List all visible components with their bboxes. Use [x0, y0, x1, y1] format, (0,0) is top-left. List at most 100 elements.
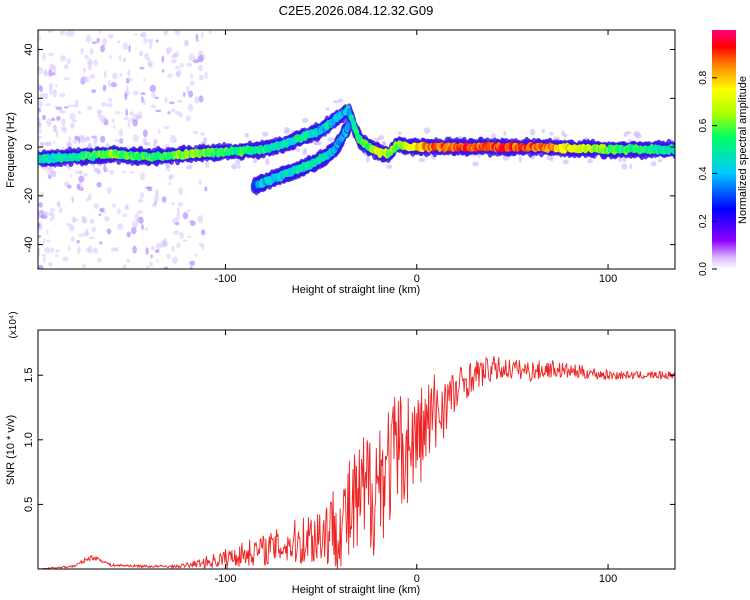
- noise-speck: [116, 208, 121, 215]
- noise-speck: [167, 111, 171, 115]
- noise-speck: [76, 183, 80, 190]
- x-tick-label: -100: [214, 573, 236, 585]
- noise-speck: [283, 126, 291, 133]
- noise-speck: [55, 130, 59, 138]
- noise-speck: [93, 138, 97, 147]
- noise-speck: [89, 48, 94, 56]
- spectrogram-ylabel: Frequency (Hz): [5, 112, 17, 188]
- x-tick-label: 0: [414, 273, 420, 285]
- noise-speck: [60, 55, 67, 62]
- noise-speck: [145, 247, 149, 256]
- noise-speck: [472, 161, 479, 167]
- snr-ylabel: SNR (10 * v/v): [5, 415, 17, 485]
- noise-speck: [138, 216, 144, 224]
- noise-speck: [49, 89, 53, 96]
- tone-point-1: [345, 121, 351, 131]
- noise-speck: [151, 203, 157, 208]
- noise-speck: [80, 47, 84, 55]
- noise-speck: [110, 81, 118, 88]
- y-tick-label: 0: [23, 144, 35, 150]
- spectrogram-panel: -100 0 100 -40 -20 0 20 40 Height of straight l…: [5, 29, 676, 296]
- noise-speck: [44, 247, 51, 254]
- noise-speck: [86, 105, 93, 111]
- noise-speck: [149, 41, 153, 50]
- noise-speck: [48, 52, 54, 57]
- noise-speck: [38, 137, 41, 141]
- noise-speck: [106, 103, 113, 108]
- noise-speck: [189, 80, 195, 86]
- noise-speck: [136, 210, 143, 215]
- noise-speck: [205, 160, 210, 169]
- noise-speck: [381, 140, 387, 145]
- noise-speck: [155, 242, 162, 249]
- noise-speck: [563, 133, 568, 138]
- noise-speck: [59, 92, 66, 98]
- noise-speck: [122, 42, 129, 50]
- noise-speck: [56, 201, 60, 207]
- noise-speck: [55, 249, 60, 253]
- noise-speck: [139, 66, 145, 70]
- snr-frame: [37, 329, 676, 570]
- noise-speck: [38, 210, 42, 218]
- noise-speck: [151, 92, 156, 99]
- noise-speck: [179, 231, 184, 240]
- noise-speck: [163, 30, 169, 36]
- noise-speck: [148, 63, 153, 68]
- noise-speck: [195, 33, 199, 42]
- noise-speck: [131, 220, 139, 229]
- noise-speck: [43, 70, 49, 76]
- noise-speck: [200, 31, 204, 39]
- noise-speck: [122, 213, 128, 218]
- snr-panel: -100 0 100 0.5 1.0 1.5 Height of straight lin…: [5, 311, 676, 596]
- noise-speck: [100, 135, 106, 143]
- noise-speck: [39, 92, 45, 98]
- noise-speck: [115, 247, 119, 253]
- spectrogram-frame: [37, 29, 676, 270]
- noise-speck: [49, 208, 55, 212]
- snr-scale-label: (x10⁴): [8, 311, 19, 338]
- noise-speck: [124, 204, 129, 208]
- noise-speck: [155, 109, 162, 113]
- noise-speck: [49, 216, 53, 222]
- noise-speck: [174, 30, 181, 36]
- noise-speck: [172, 53, 176, 58]
- noise-speck: [139, 33, 146, 37]
- noise-speck: [116, 40, 121, 43]
- noise-speck: [96, 109, 103, 114]
- noise-speck: [78, 170, 83, 175]
- noise-speck: [118, 54, 122, 62]
- noise-speck: [502, 156, 510, 161]
- y-tick-label: -40: [23, 237, 35, 253]
- noise-speck: [81, 216, 88, 224]
- noise-speck: [621, 163, 628, 170]
- noise-speck: [91, 41, 98, 45]
- noise-speck: [87, 193, 93, 200]
- noise-speck: [109, 169, 115, 175]
- noise-speck: [83, 173, 88, 177]
- noise-speck: [61, 110, 66, 114]
- y-tick-label: 20: [23, 92, 35, 104]
- noise-speck: [204, 71, 208, 80]
- noise-speck: [89, 74, 96, 79]
- noise-speck: [85, 197, 90, 202]
- noise-speck: [42, 52, 46, 61]
- noise-speck: [69, 112, 76, 121]
- noise-speck: [151, 245, 155, 251]
- noise-speck: [131, 227, 137, 235]
- y-tick-label: -20: [23, 188, 35, 204]
- noise-speck: [67, 245, 71, 252]
- noise-speck: [123, 58, 126, 62]
- noise-speck: [168, 181, 172, 186]
- noise-speck: [89, 218, 95, 225]
- noise-speck: [42, 238, 46, 245]
- colorbar-tick-label: 0.0: [698, 262, 709, 276]
- noise-speck: [106, 228, 112, 235]
- noise-speck: [111, 72, 118, 80]
- y-tick-label: 0.5: [23, 497, 35, 512]
- noise-speck: [107, 33, 114, 39]
- noise-speck: [52, 64, 57, 73]
- noise-speck: [541, 128, 546, 134]
- noise-speck: [44, 103, 51, 106]
- noise-speck: [549, 156, 554, 162]
- noise-speck: [168, 174, 172, 181]
